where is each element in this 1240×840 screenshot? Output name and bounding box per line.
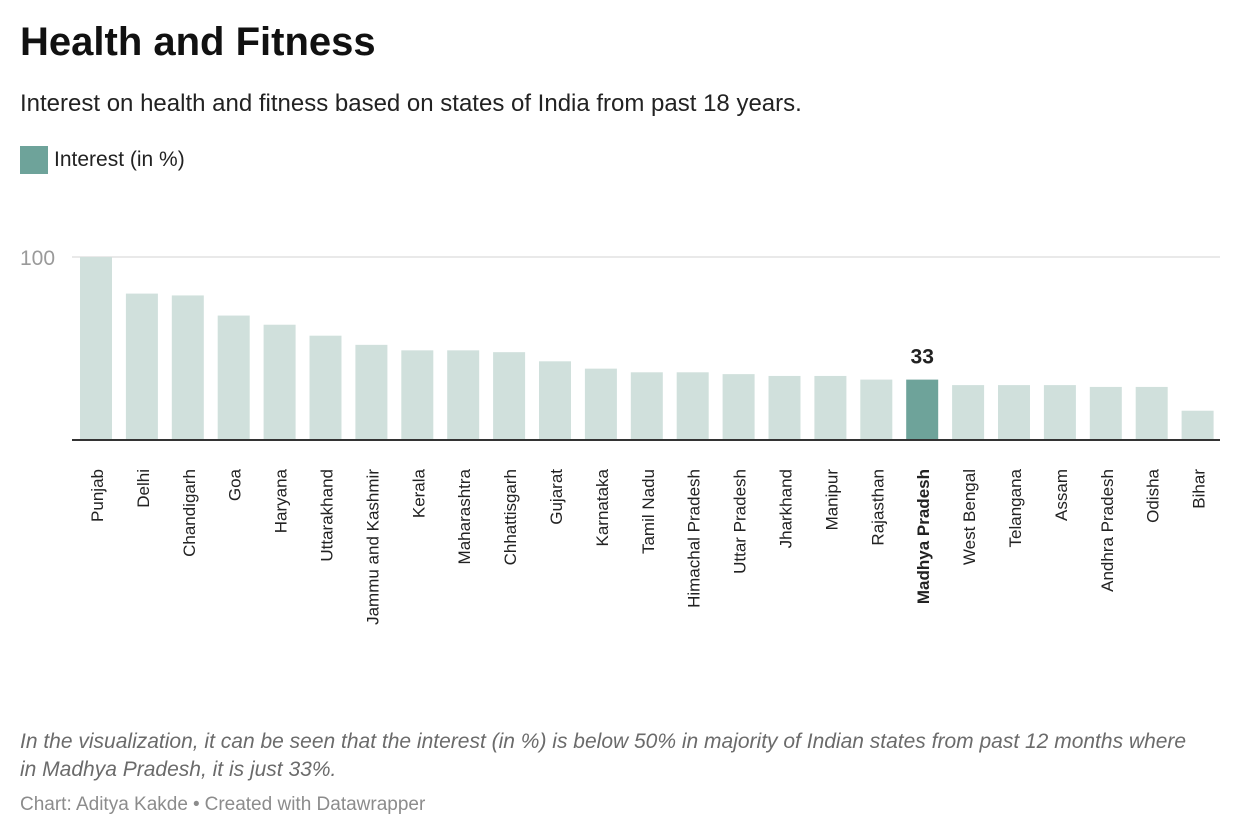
bar [860,379,893,440]
bar [1043,385,1076,440]
bar [814,375,847,440]
bar [493,352,526,440]
x-tick-label: Kerala [409,468,428,518]
bar [171,295,204,440]
bar [539,361,571,440]
x-tick-label: Gujarat [547,469,566,525]
x-tick-label: West Bengal [960,469,979,565]
x-tick-label: Goa [226,468,245,501]
x-tick-label: Jammu and Kashmir [363,469,382,625]
x-tick-label: Uttar Pradesh [731,469,750,574]
x-tick-label: Karnataka [593,468,612,546]
bar [401,350,434,440]
chart-footer: Chart: Aditya Kakde • Created with Datawra… [20,794,425,816]
bar [998,385,1030,440]
x-tick-label: Odisha [1144,468,1163,522]
x-tick-label: Rajasthan [868,469,887,546]
x-tick-label: Chandigarh [180,469,199,557]
x-tick-label: Assam [1052,469,1071,521]
x-tick-label: Andhra Pradesh [1098,469,1117,592]
y-tick-label: 100 [20,247,55,270]
bar [1089,386,1122,440]
bar [676,372,709,440]
x-tick-label: Tamil Nadu [639,469,658,554]
bar [263,324,296,440]
created-with-link[interactable]: Created with Datawrapper [204,794,426,815]
x-tick-label: Punjab [88,469,107,522]
x-tick-label: Himachal Pradesh [685,469,704,608]
bar [217,315,250,440]
x-tick-label: Maharashtra [455,468,474,564]
bar [630,372,663,440]
bar-chart: 100 Punjab Delhi Chandigarh Goa Haryana Uttara… [20,247,1220,625]
data-label: 33 [911,346,934,369]
bar [1181,410,1214,440]
bar [447,350,480,440]
legend-label: Interest (in %) [54,148,185,171]
chart-title: Health and Fitness [20,20,376,64]
x-tick-label: Chhattisgarh [501,469,520,565]
legend: Interest (in %) [20,146,185,174]
x-tick-label: Jharkhand [777,469,796,548]
x-tick-label: Madhya Pradesh [914,469,933,604]
bar [125,293,158,440]
bar [768,375,801,440]
x-tick-label: Haryana [272,468,291,533]
x-tick-label: Uttarakhand [318,469,337,562]
bar [1135,386,1168,440]
bar [355,344,388,440]
x-tick-label: Manipur [822,469,841,531]
legend-swatch [20,146,48,174]
bar [309,335,342,440]
chart-description: In the visualization, it can be seen tha… [20,730,1187,781]
bar [952,385,985,440]
footer-separator: • [192,794,200,815]
bar [906,379,939,440]
x-tick-label: Telangana [1006,468,1025,547]
chart-subtitle: Interest on health and fitness based on … [20,90,802,117]
bar [722,374,755,440]
chart-credit: Chart: Aditya Kakde [20,794,188,815]
bar [80,257,112,440]
bar [584,368,617,440]
x-tick-label: Delhi [134,469,153,508]
x-tick-label: Bihar [1190,469,1209,509]
